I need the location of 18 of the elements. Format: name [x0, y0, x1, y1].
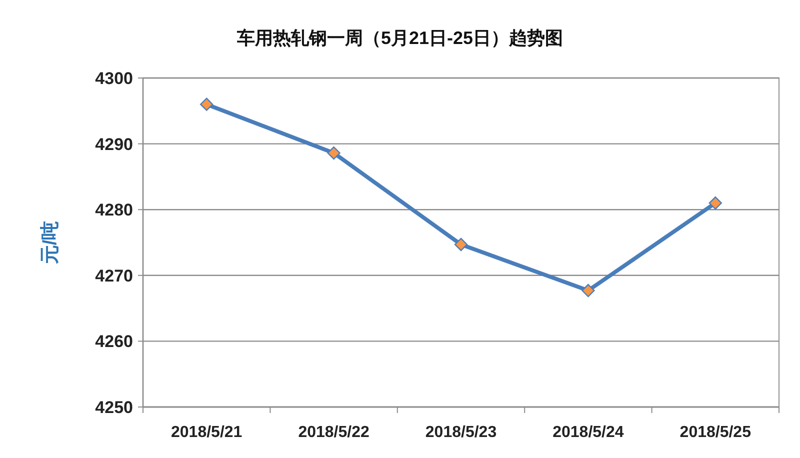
y-tick-label: 4250 [95, 398, 133, 417]
chart-title: 车用热轧钢一周（5月21日-25日）趋势图 [236, 28, 564, 48]
x-tick-label: 2018/5/25 [680, 424, 752, 441]
x-tick-label: 2018/5/22 [298, 424, 370, 441]
point [454, 238, 468, 252]
y-tick-label: 4290 [95, 134, 133, 154]
y-tick-label: 4260 [95, 332, 133, 352]
y-tick-label: 4270 [95, 266, 133, 286]
point [582, 284, 595, 298]
y-axis-title: 元/吨 [39, 220, 61, 266]
point [200, 98, 214, 111]
point [708, 196, 722, 210]
y-tick-label: 4300 [95, 69, 133, 88]
point [327, 146, 340, 160]
x-tick-label: 2018/5/24 [552, 424, 624, 441]
y-tick-label: 4280 [95, 200, 133, 220]
x-tick-label: 2018/5/21 [171, 424, 242, 441]
x-tick-label: 2018/5/23 [425, 424, 497, 441]
